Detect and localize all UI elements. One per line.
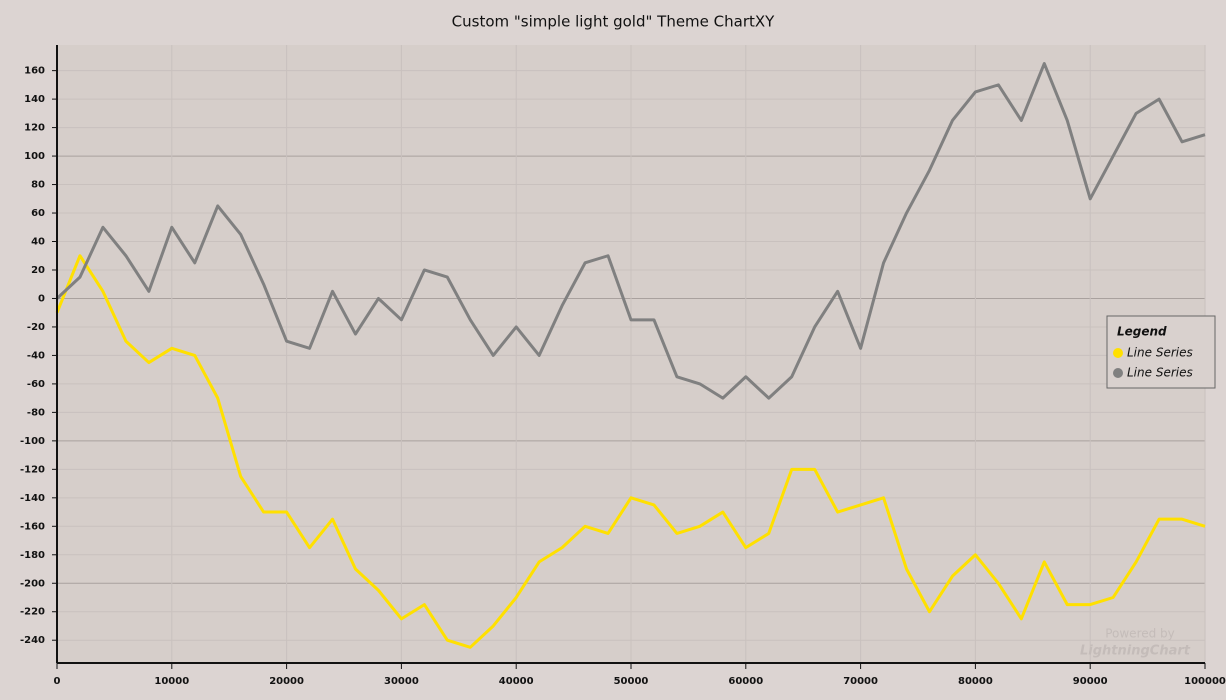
y-tick-label: -100 <box>20 436 45 447</box>
y-tick-label: 80 <box>31 180 45 191</box>
x-tick-label: 10000 <box>154 676 189 687</box>
legend-box <box>1106 315 1216 389</box>
x-tick-label: 20000 <box>269 676 304 687</box>
y-tick-label: 140 <box>24 94 45 105</box>
y-tick-label: -60 <box>27 379 45 390</box>
y-tick-label: -220 <box>20 607 45 618</box>
y-tick-label: -140 <box>20 493 45 504</box>
x-tick-label: 40000 <box>499 676 534 687</box>
legend-marker <box>1113 348 1123 358</box>
line-series <box>55 62 1206 400</box>
legend-marker <box>1113 368 1123 378</box>
legend-title: Legend <box>1117 325 1167 339</box>
chart-title: Custom "simple light gold" Theme ChartXY <box>452 13 775 31</box>
line-series <box>55 254 1206 649</box>
y-tick-label: 0 <box>38 293 45 304</box>
legend: Legend <box>1106 315 1216 389</box>
y-tick-label: 160 <box>24 66 45 77</box>
y-tick-label: -120 <box>20 464 45 475</box>
y-tick-label: -40 <box>27 350 45 361</box>
x-tick-label: 0 <box>54 676 61 687</box>
legend-label: Line Series <box>1127 366 1193 380</box>
y-tick-label: 120 <box>24 123 45 134</box>
x-tick-label: 70000 <box>843 676 878 687</box>
x-tick-label: 100000 <box>1184 676 1226 687</box>
grid <box>56 45 1206 663</box>
y-tick-label: -80 <box>27 407 45 418</box>
y-tick-label: -180 <box>20 550 45 561</box>
series <box>55 62 1206 649</box>
x-tick-label: 30000 <box>384 676 419 687</box>
watermark: Powered by <box>1105 627 1175 641</box>
y-tick-label: -160 <box>20 521 45 532</box>
watermark: LightningChart <box>1080 644 1191 659</box>
y-tick-label: -20 <box>27 322 45 333</box>
y-tick-label: -240 <box>20 635 45 646</box>
legend-label: Line Series <box>1127 346 1193 360</box>
y-tick-label: 100 <box>24 151 45 162</box>
y-tick-label: -200 <box>20 578 45 589</box>
y-tick-label: 20 <box>31 265 45 276</box>
x-tick-label: 80000 <box>958 676 993 687</box>
x-tick-label: 60000 <box>728 676 763 687</box>
x-tick-label: 50000 <box>614 676 649 687</box>
y-tick-label: 40 <box>31 237 45 248</box>
x-tick-label: 90000 <box>1073 676 1108 687</box>
y-tick-label: 60 <box>31 208 45 219</box>
